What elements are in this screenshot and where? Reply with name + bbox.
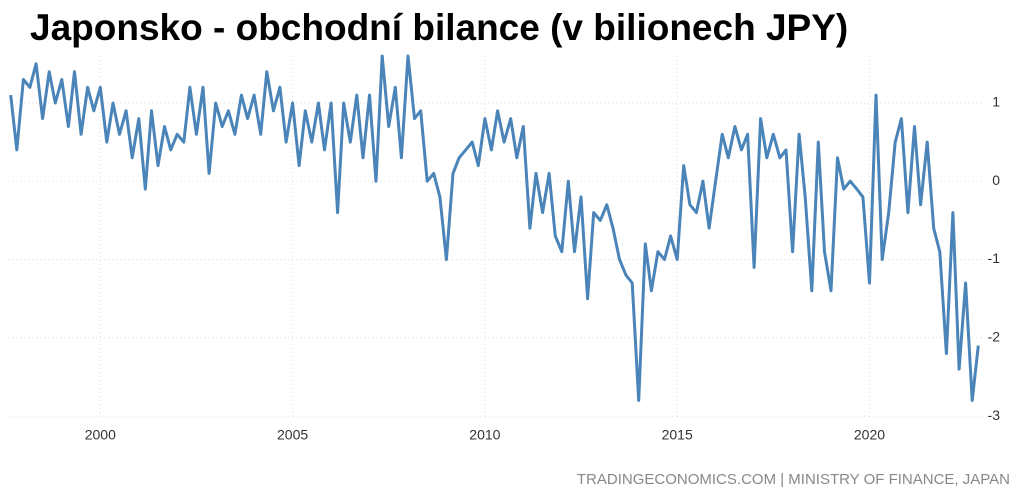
y-tick-label: -3 (988, 407, 1001, 423)
y-tick-label: -1 (988, 250, 1001, 266)
x-tick-label: 2005 (277, 427, 308, 443)
x-tick-label: 2000 (85, 427, 116, 443)
y-tick-label: -2 (988, 329, 1001, 345)
data-line (9, 54, 980, 402)
x-tick-label: 2020 (854, 427, 885, 443)
x-tick-label: 2010 (469, 427, 500, 443)
y-tick-label: 1 (992, 94, 1000, 110)
chart-title: Japonsko - obchodní bilance (v bilionech… (30, 7, 848, 48)
y-tick-label: 0 (992, 172, 1000, 188)
x-tick-label: 2015 (662, 427, 693, 443)
source: TRADINGECONOMICS.COM | MINISTRY OF FINAN… (577, 471, 1010, 488)
